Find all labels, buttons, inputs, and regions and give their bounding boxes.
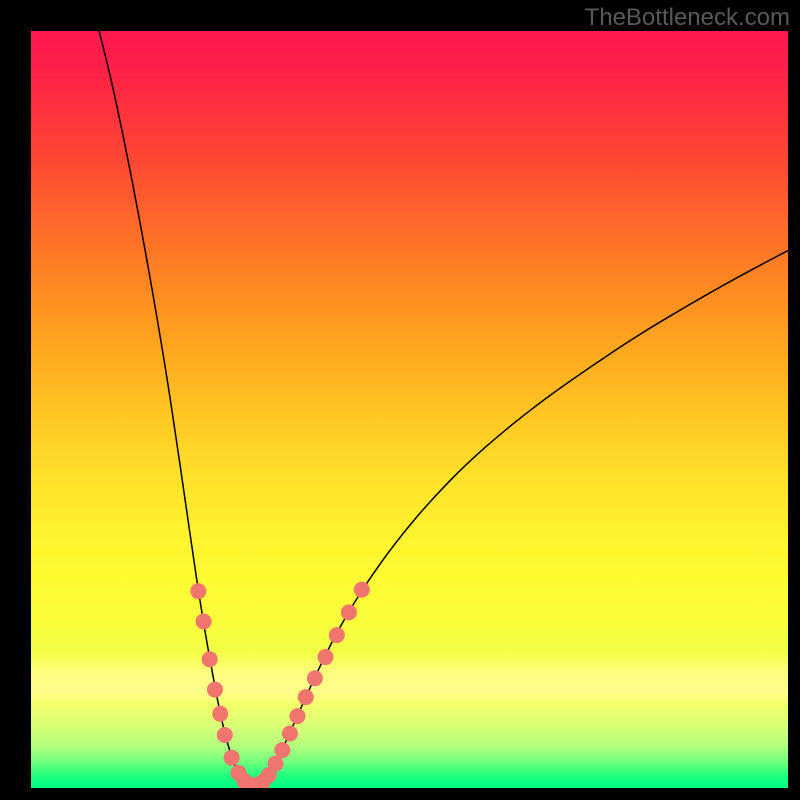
watermark-text: TheBottleneck.com <box>585 4 790 32</box>
marker-point <box>202 651 218 667</box>
marker-point <box>282 726 298 742</box>
bottleneck-curve <box>99 31 788 786</box>
marker-point <box>224 750 240 766</box>
marker-point <box>274 742 290 758</box>
plot-layer <box>99 31 788 793</box>
marker-point <box>307 670 323 686</box>
marker-point <box>212 706 228 722</box>
marker-point <box>354 582 370 598</box>
marker-point <box>190 583 206 599</box>
marker-point <box>329 627 345 643</box>
marker-point <box>268 756 284 772</box>
chart-stage: TheBottleneck.com <box>0 0 800 800</box>
marker-point <box>207 682 223 698</box>
marker-point <box>196 613 212 629</box>
marker-point <box>217 727 233 743</box>
marker-point <box>317 649 333 665</box>
marker-point <box>341 604 357 620</box>
chart-svg <box>0 0 800 800</box>
marker-point <box>298 689 314 705</box>
marker-point <box>289 708 305 724</box>
